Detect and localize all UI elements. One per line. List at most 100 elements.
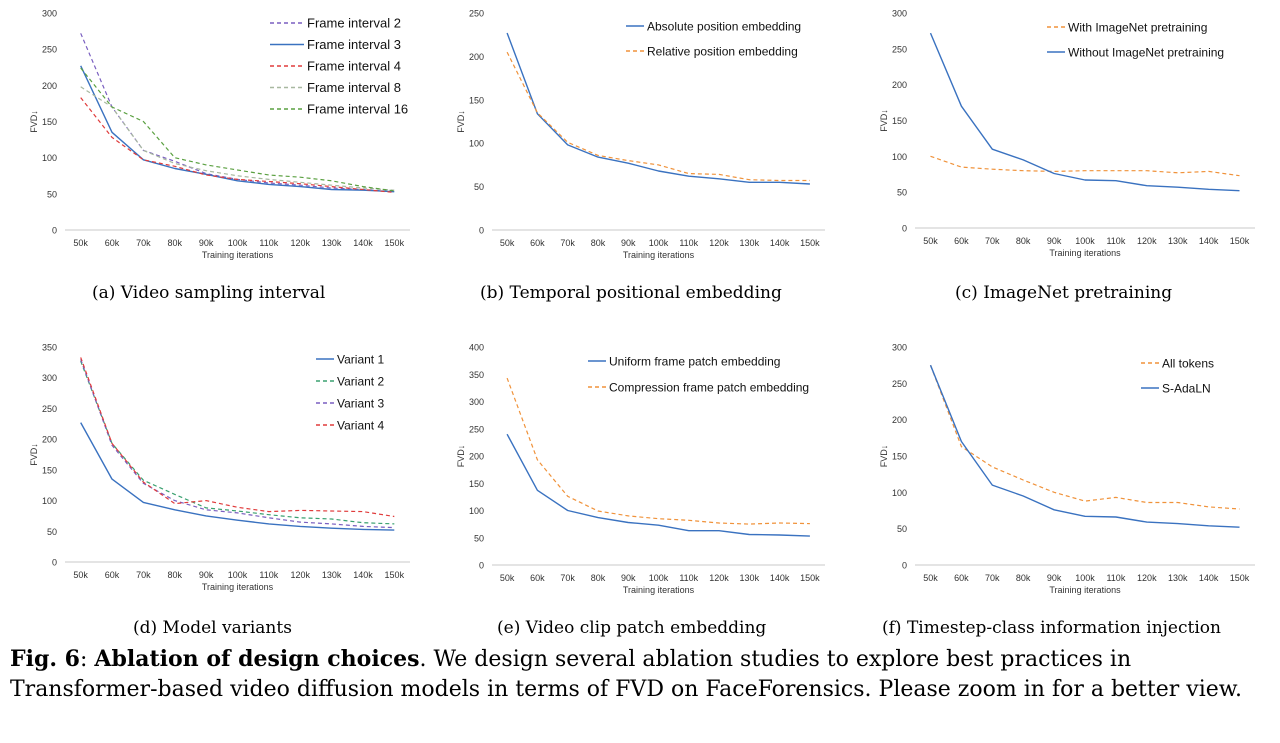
legend-label-1: With ImageNet pretraining (1068, 21, 1207, 35)
x-tick-label: 140k (1199, 236, 1219, 246)
legend-label-4: Variant 4 (337, 419, 384, 433)
chart-d-caption: (d) Model variants (133, 618, 292, 638)
x-tick-label: 50k (73, 570, 88, 580)
y-tick-label: 100 (892, 152, 907, 162)
y-tick-label: 50 (897, 524, 907, 534)
series-line-2 (80, 360, 395, 525)
chart-b-svg: 0 50 100 150 200 250 50k 60k 70k 80k 90k 100k 110k 12… (456, 9, 825, 260)
y-tick-label: 100 (42, 153, 57, 163)
x-tick-label: 50k (923, 236, 938, 246)
x-tick-label: 140k (770, 238, 790, 248)
chart-e-svg: 0 50 100 150 200 250 300 350 400 50k 60k 70k 80k 90k 1… (456, 343, 825, 595)
legend-label-2: Variant 2 (337, 375, 384, 389)
y-tick-label: 350 (469, 370, 484, 380)
x-tick-label: 150k (385, 570, 405, 580)
series-line-1 (930, 155, 1240, 177)
legend-label-3: Frame interval 4 (307, 59, 401, 74)
x-tick-label: 70k (136, 570, 151, 580)
legend-label-2: Compression frame patch embedding (609, 381, 809, 395)
y-tick-label: 250 (892, 44, 907, 54)
x-tick-label: 120k (709, 573, 729, 583)
x-tick-label: 80k (168, 238, 183, 248)
x-tick-label: 140k (353, 570, 373, 580)
chart-panel-c: 0 50 100 150 200 250 300 50k 60k 70k 80k 90k 100k 110… (855, 0, 1275, 280)
y-tick-label: 150 (469, 479, 484, 489)
x-tick-label: 120k (1137, 236, 1157, 246)
chart-e-caption: (e) Video clip patch embedding (497, 618, 767, 638)
y-axis-label: FVD↓ (456, 445, 466, 468)
x-tick-label: 130k (740, 238, 760, 248)
chart-panel-d: 0 50 100 150 200 250 300 350 50k 60k 70k 80k 90k 100k… (0, 335, 420, 615)
legend-label-1: Absolute position embedding (647, 20, 801, 34)
legend-label-3: Variant 3 (337, 397, 384, 411)
x-tick-label: 50k (923, 573, 938, 583)
x-tick-label: 70k (560, 238, 575, 248)
x-tick-label: 80k (1016, 573, 1031, 583)
y-axis-label: FVD↓ (29, 110, 39, 133)
chart-d-svg: 0 50 100 150 200 250 300 350 50k 60k 70k 80k 90k 100k… (29, 343, 410, 592)
x-axis-label: Training iterations (1049, 585, 1121, 595)
y-tick-label: 0 (479, 226, 484, 236)
x-tick-label: 50k (73, 238, 88, 248)
y-axis-label: FVD↓ (879, 109, 889, 132)
y-tick-label: 250 (42, 45, 57, 55)
y-tick-label: 200 (469, 452, 484, 462)
x-tick-label: 60k (954, 236, 969, 246)
y-tick-label: 300 (469, 397, 484, 407)
x-tick-label: 140k (353, 238, 373, 248)
legend-label-1: Uniform frame patch embedding (609, 355, 780, 369)
x-tick-label: 80k (1016, 236, 1031, 246)
x-tick-label: 50k (500, 238, 515, 248)
series-line-2 (506, 51, 810, 182)
x-tick-label: 80k (168, 570, 183, 580)
y-tick-label: 400 (469, 343, 484, 353)
x-tick-label: 110k (1106, 236, 1125, 246)
x-tick-label: 110k (679, 238, 698, 248)
x-axis-label: Training iterations (202, 250, 274, 260)
y-tick-label: 300 (892, 9, 907, 19)
x-tick-label: 100k (1075, 573, 1095, 583)
series-line-2 (506, 377, 810, 525)
x-tick-label: 90k (1047, 236, 1062, 246)
series-line-3 (80, 97, 395, 193)
x-tick-label: 100k (649, 238, 669, 248)
chart-panel-f: 0 50 100 150 200 250 300 50k 60k 70k 80k 90k 100k 110… (855, 335, 1275, 615)
y-tick-label: 50 (474, 182, 484, 192)
y-tick-label: 200 (42, 81, 57, 91)
figure-caption: Fig. 6: Ablation of design choices. We d… (10, 646, 1242, 702)
chart-panel-a: 0 50 100 150 200 250 300 50k 60k 70k 80k 90k 100k 110… (0, 0, 420, 280)
x-axis-label: Training iterations (623, 585, 695, 595)
x-tick-label: 60k (105, 570, 120, 580)
y-tick-label: 250 (892, 379, 907, 389)
chart-panel-b: 0 50 100 150 200 250 50k 60k 70k 80k 90k 100k 110k 12… (430, 0, 850, 280)
x-tick-label: 130k (322, 238, 342, 248)
x-tick-label: 150k (1230, 236, 1250, 246)
chart-b-caption: (b) Temporal positional embedding (480, 283, 782, 303)
x-tick-label: 110k (259, 238, 278, 248)
y-tick-label: 0 (479, 561, 484, 571)
y-tick-label: 0 (902, 224, 907, 234)
legend-label-2: Frame interval 3 (307, 37, 401, 52)
x-tick-label: 90k (199, 570, 214, 580)
y-tick-label: 100 (469, 506, 484, 516)
x-tick-label: 150k (1230, 573, 1250, 583)
y-tick-label: 100 (42, 496, 57, 506)
y-tick-label: 250 (469, 424, 484, 434)
x-tick-label: 130k (1168, 236, 1188, 246)
y-tick-label: 300 (42, 9, 57, 19)
figure-caption-body: . We design several ablation studies to … (10, 647, 1242, 702)
x-tick-label: 100k (228, 238, 248, 248)
x-tick-label: 110k (679, 573, 698, 583)
x-tick-label: 150k (800, 238, 820, 248)
x-tick-label: 130k (740, 573, 760, 583)
y-tick-label: 50 (47, 527, 57, 537)
x-tick-label: 90k (621, 238, 636, 248)
figure-caption-label: Fig. 6 (10, 646, 80, 672)
y-tick-label: 300 (892, 343, 907, 353)
y-tick-label: 250 (469, 9, 484, 19)
chart-f-caption: (f) Timestep-class information injection (882, 618, 1221, 638)
legend-label-5: Frame interval 16 (307, 102, 408, 117)
chart-a-caption: (a) Video sampling interval (92, 283, 326, 303)
x-tick-label: 70k (136, 238, 151, 248)
series-line-1 (80, 422, 395, 531)
